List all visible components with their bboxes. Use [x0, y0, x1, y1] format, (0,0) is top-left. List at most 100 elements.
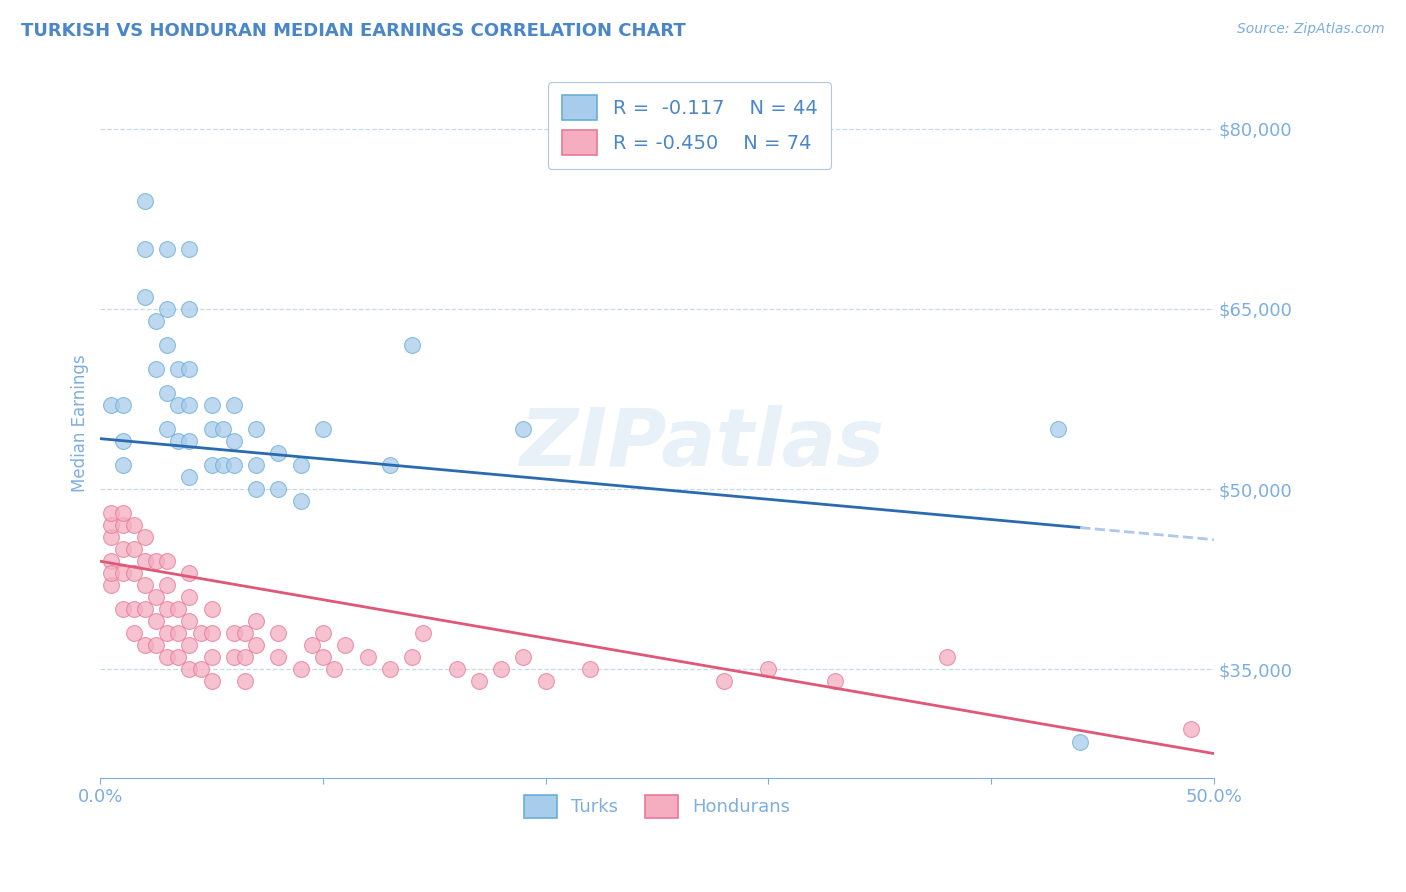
Point [167, 602, 190, 616]
Point [534, 674, 557, 689]
Point [167, 398, 190, 412]
Point [179, 566, 201, 581]
Point [179, 242, 201, 256]
Point [1180, 723, 1202, 737]
Point [134, 578, 156, 592]
Point [111, 566, 134, 581]
Point [156, 626, 179, 640]
Point [145, 362, 167, 376]
Point [468, 674, 491, 689]
Point [267, 650, 290, 665]
Point [122, 626, 145, 640]
Point [201, 458, 224, 472]
Point [122, 566, 145, 581]
Point [267, 446, 290, 460]
Point [156, 650, 179, 665]
Point [122, 602, 145, 616]
Point [267, 482, 290, 496]
Point [111, 434, 134, 448]
Point [122, 518, 145, 533]
Point [312, 650, 335, 665]
Point [100, 554, 122, 568]
Point [145, 314, 167, 328]
Text: Source: ZipAtlas.com: Source: ZipAtlas.com [1237, 22, 1385, 37]
Point [167, 626, 190, 640]
Point [201, 602, 224, 616]
Point [335, 639, 357, 653]
Point [201, 626, 224, 640]
Point [156, 602, 179, 616]
Point [401, 338, 423, 352]
Point [201, 398, 224, 412]
Point [245, 615, 267, 629]
Point [156, 301, 179, 316]
Point [356, 650, 378, 665]
Point [222, 458, 245, 472]
Point [245, 482, 267, 496]
Point [267, 626, 290, 640]
Point [446, 662, 468, 676]
Point [245, 458, 267, 472]
Point [290, 458, 312, 472]
Point [156, 578, 179, 592]
Point [145, 639, 167, 653]
Point [222, 434, 245, 448]
Point [100, 566, 122, 581]
Point [179, 615, 201, 629]
Point [713, 674, 735, 689]
Point [211, 458, 233, 472]
Point [579, 662, 602, 676]
Point [312, 422, 335, 436]
Point [111, 458, 134, 472]
Point [179, 362, 201, 376]
Point [156, 554, 179, 568]
Point [145, 615, 167, 629]
Point [167, 362, 190, 376]
Point [756, 662, 779, 676]
Point [512, 422, 534, 436]
Point [156, 422, 179, 436]
Point [134, 639, 156, 653]
Point [179, 662, 201, 676]
Point [489, 662, 512, 676]
Point [190, 626, 212, 640]
Point [824, 674, 846, 689]
Point [111, 602, 134, 616]
Point [134, 242, 156, 256]
Point [512, 650, 534, 665]
Point [134, 554, 156, 568]
Point [201, 674, 224, 689]
Point [145, 554, 167, 568]
Point [100, 506, 122, 520]
Point [111, 542, 134, 557]
Point [312, 626, 335, 640]
Point [301, 639, 323, 653]
Point [134, 194, 156, 208]
Point [122, 542, 145, 557]
Point [211, 422, 233, 436]
Point [179, 398, 201, 412]
Text: ZIPatlas: ZIPatlas [519, 405, 884, 483]
Point [167, 434, 190, 448]
Point [233, 650, 256, 665]
Point [201, 650, 224, 665]
Point [245, 639, 267, 653]
Point [156, 386, 179, 401]
Point [156, 242, 179, 256]
Point [100, 398, 122, 412]
Point [233, 626, 256, 640]
Text: TURKISH VS HONDURAN MEDIAN EARNINGS CORRELATION CHART: TURKISH VS HONDURAN MEDIAN EARNINGS CORR… [21, 22, 686, 40]
Point [222, 398, 245, 412]
Point [245, 422, 267, 436]
Point [401, 650, 423, 665]
Point [179, 301, 201, 316]
Point [233, 674, 256, 689]
Point [378, 662, 401, 676]
Point [179, 591, 201, 605]
Point [100, 518, 122, 533]
Point [100, 578, 122, 592]
Y-axis label: Median Earnings: Median Earnings [72, 354, 89, 491]
Point [134, 530, 156, 544]
Point [111, 398, 134, 412]
Point [290, 494, 312, 508]
